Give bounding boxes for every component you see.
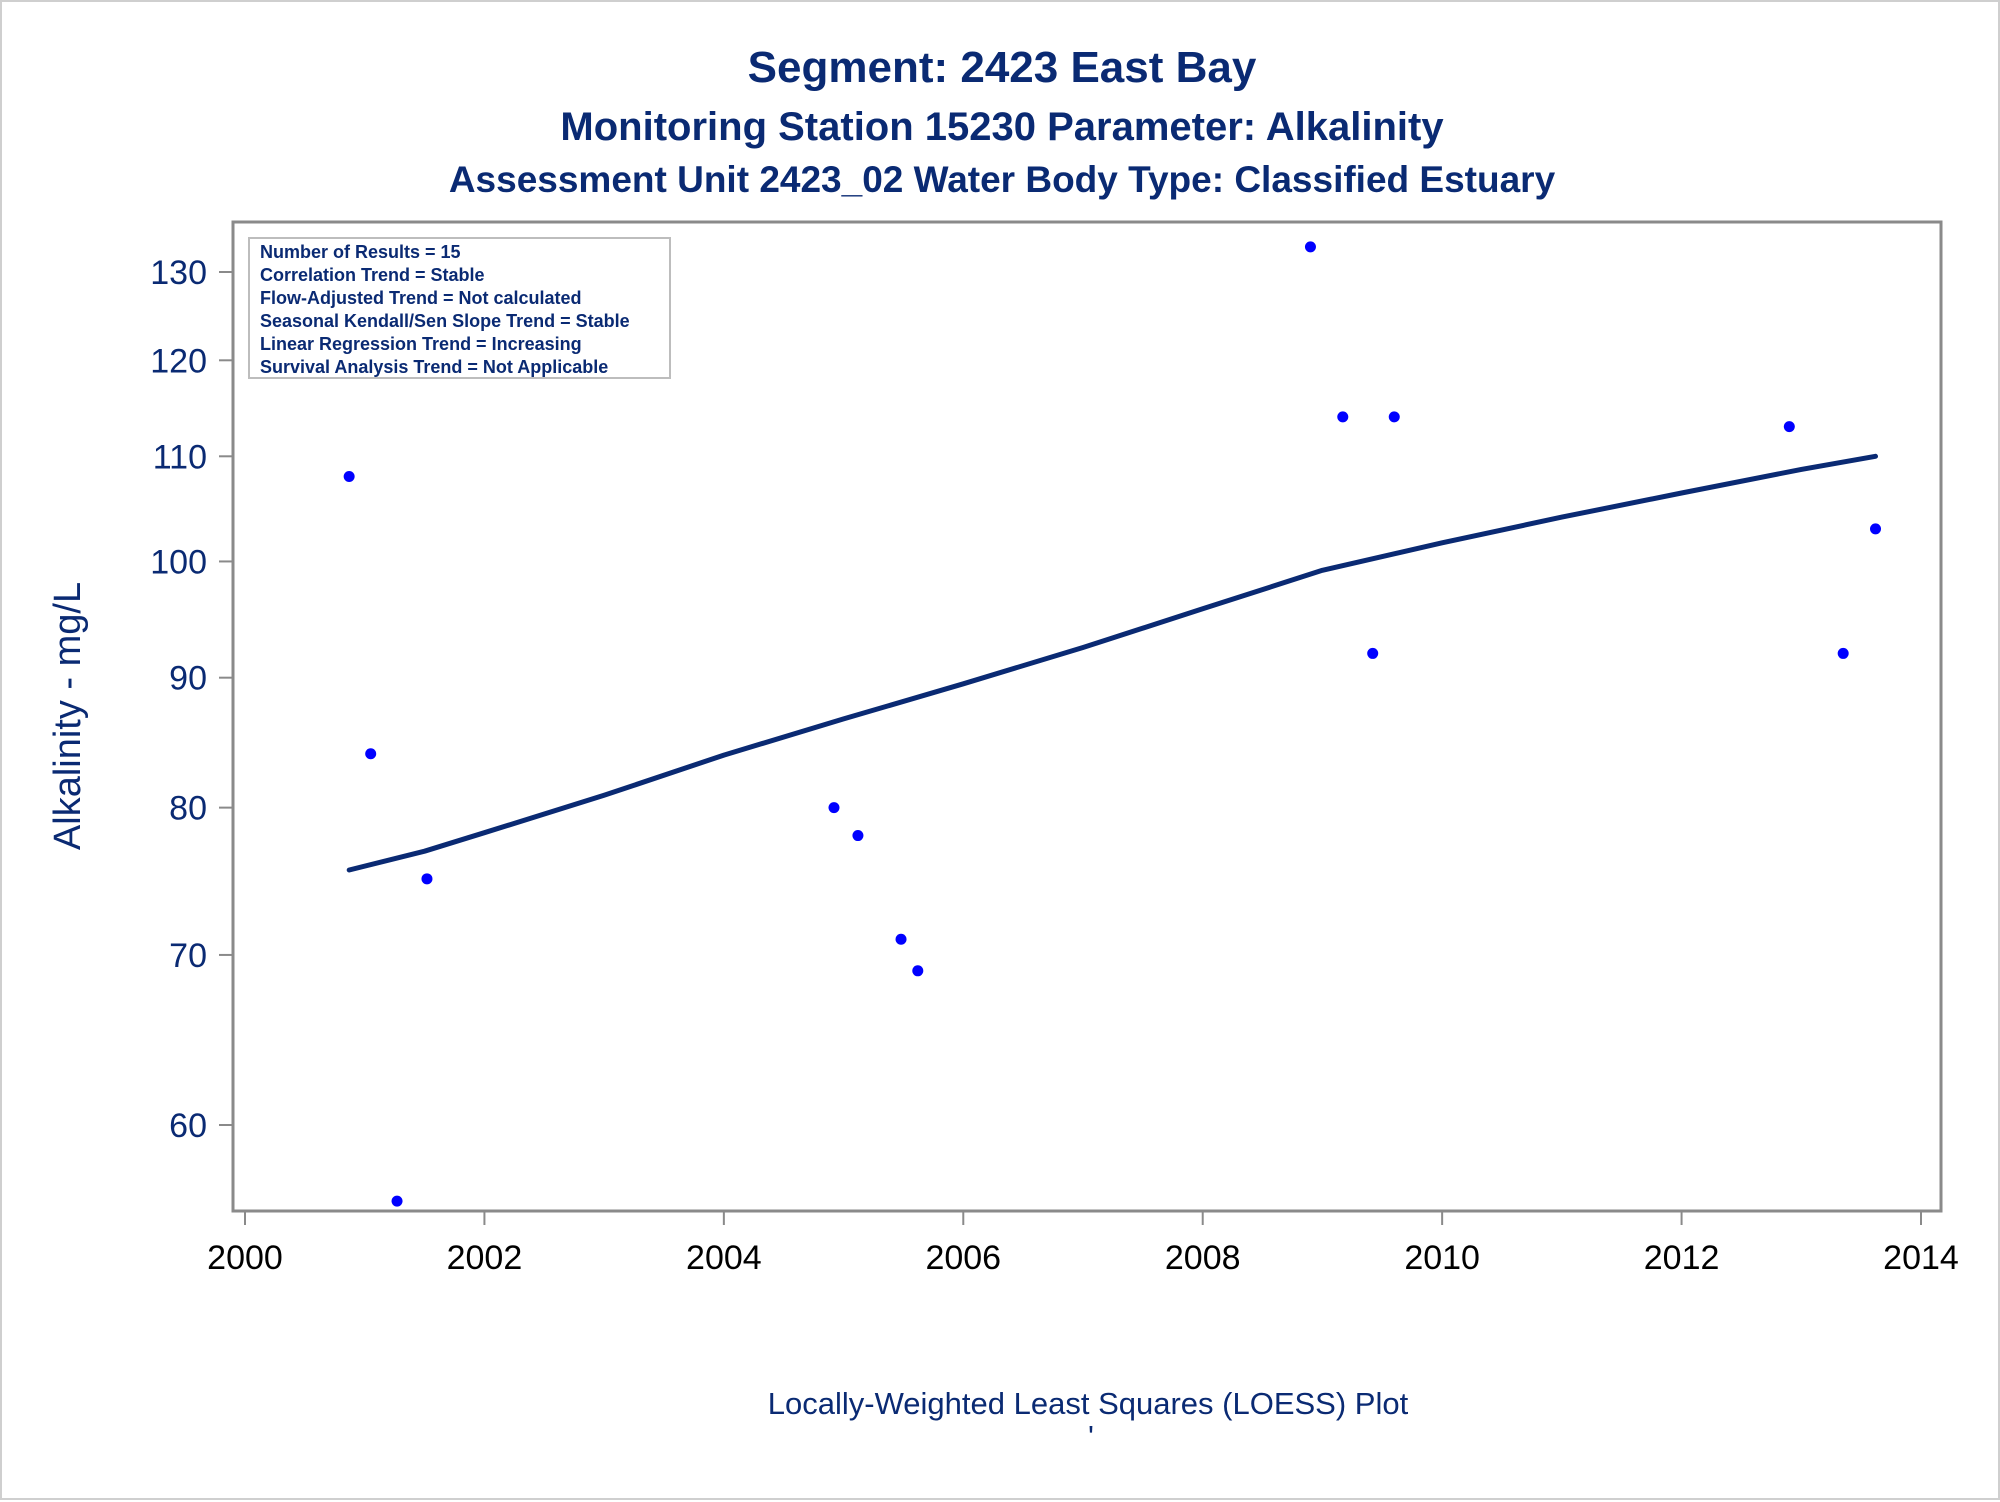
stats-line: Flow-Adjusted Trend = Not calculated	[260, 288, 582, 308]
x-tick-label: 2010	[1404, 1239, 1480, 1277]
data-point	[421, 873, 433, 885]
stats-line: Linear Regression Trend = Increasing	[260, 334, 582, 354]
data-point	[912, 965, 924, 977]
stats-box: Number of Results = 15 Correlation Trend…	[248, 237, 671, 379]
x-tick-label: 2012	[1644, 1239, 1720, 1277]
x-tick-label: 2000	[207, 1239, 283, 1277]
data-point	[343, 471, 355, 483]
data-point	[1337, 411, 1349, 423]
stats-line: Correlation Trend = Stable	[260, 265, 485, 285]
x-tick-label: 2008	[1165, 1239, 1241, 1277]
y-tick-label: 60	[169, 1107, 207, 1145]
stats-line: Number of Results = 15	[260, 242, 461, 262]
y-tick-label: 100	[150, 543, 207, 581]
stats-line: Survival Analysis Trend = Not Applicable	[260, 357, 608, 377]
chart-subtitle-2: Assessment Unit 2423_02 Water Body Type:…	[449, 159, 1556, 200]
x-tick-label: 2014	[1883, 1239, 1959, 1277]
loess-line-layer	[346, 453, 1878, 873]
stats-box-border	[248, 237, 671, 379]
data-point	[1304, 241, 1316, 253]
y-tick-label: 90	[169, 660, 207, 698]
x-tick-label: 2002	[447, 1239, 523, 1277]
y-tick-label: 120	[150, 342, 207, 380]
x-tick-label: 2006	[925, 1239, 1001, 1277]
y-tick-label: 70	[169, 937, 207, 975]
chart-footnote-2: '	[1088, 1419, 1094, 1454]
chart-subtitle: Monitoring Station 15230 Parameter: Alka…	[560, 105, 1444, 149]
data-point	[828, 802, 840, 814]
data-point	[1783, 421, 1795, 433]
x-axis-tick-labels: 2000 2002 2004 2006 2008 2010 2012 2014	[207, 1239, 1959, 1277]
data-points	[343, 241, 1882, 1207]
y-axis-title: Alkalinity - mg/L	[47, 582, 89, 850]
y-axis-tick-labels: 60 70 80 90 100 110 120 130	[150, 254, 207, 1145]
y-tick-label: 80	[169, 790, 207, 828]
data-point	[1367, 647, 1379, 659]
data-point	[365, 748, 377, 760]
data-point	[1870, 523, 1882, 535]
data-point	[895, 933, 907, 945]
data-point	[1837, 647, 1849, 659]
data-point	[1388, 411, 1400, 423]
chart-title: Segment: 2423 East Bay	[748, 43, 1257, 92]
y-tick-label: 130	[150, 254, 207, 292]
x-tick-label: 2004	[686, 1239, 762, 1277]
stats-line: Seasonal Kendall/Sen Slope Trend = Stabl…	[260, 311, 630, 331]
plot-area	[231, 220, 1943, 1213]
data-point	[852, 830, 864, 842]
loess-trend-line	[346, 453, 1878, 873]
chart-footnote: Locally-Weighted Least Squares (LOESS) P…	[768, 1386, 1409, 1421]
axis-ticks	[219, 271, 1922, 1225]
data-point	[391, 1195, 403, 1207]
y-tick-label: 110	[153, 438, 207, 476]
